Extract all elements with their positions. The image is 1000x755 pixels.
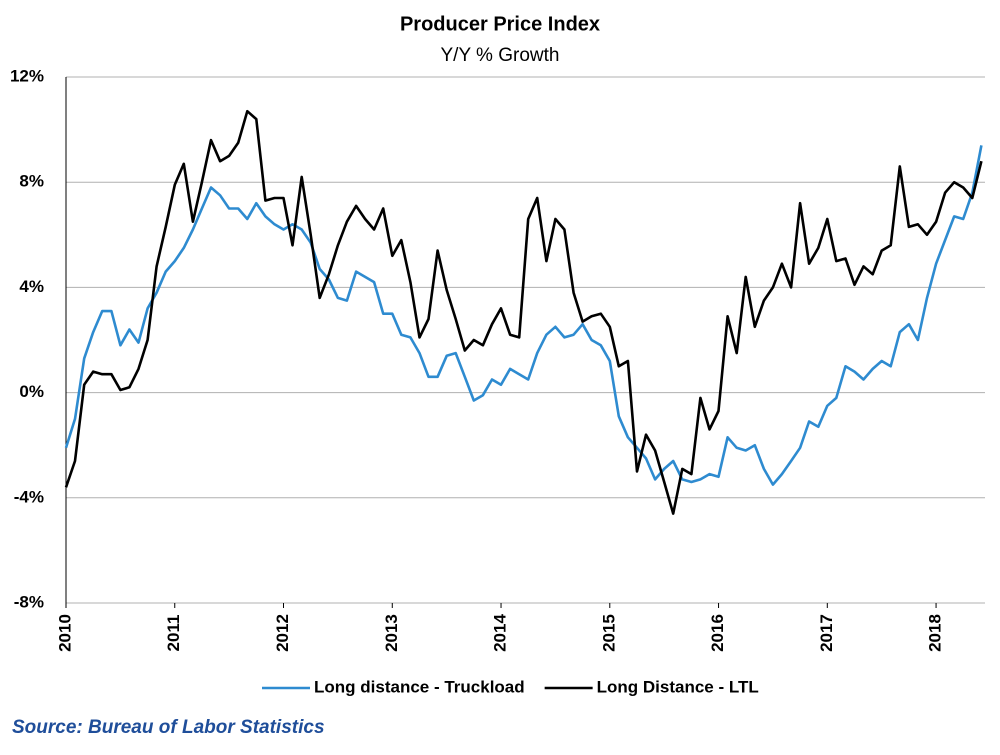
legend-label: Long distance - Truckload bbox=[314, 677, 525, 696]
chart-title: Producer Price Index bbox=[400, 13, 600, 35]
x-tick-label: 2012 bbox=[273, 614, 292, 652]
y-tick-label: 4% bbox=[19, 277, 44, 296]
legend-label: Long Distance - LTL bbox=[597, 677, 759, 696]
x-tick-label: 2016 bbox=[708, 614, 727, 652]
series-line bbox=[64, 109, 983, 515]
y-tick-label: 12% bbox=[10, 66, 44, 85]
x-tick-label: 2013 bbox=[382, 614, 401, 652]
x-tick-label: 2017 bbox=[817, 614, 836, 652]
x-tick-label: 2018 bbox=[926, 614, 945, 652]
x-tick-label: 2011 bbox=[164, 615, 183, 652]
source-note: Source: Bureau of Labor Statistics bbox=[12, 717, 325, 738]
y-tick-label: -8% bbox=[14, 592, 44, 611]
x-tick-label: 2010 bbox=[55, 614, 74, 652]
y-tick-label: 0% bbox=[19, 382, 44, 401]
series-line bbox=[64, 145, 983, 486]
chart-subtitle: Y/Y % Growth bbox=[441, 45, 560, 66]
y-tick-label: 8% bbox=[19, 172, 44, 191]
x-tick-label: 2014 bbox=[491, 614, 510, 652]
x-tick-label: 2015 bbox=[599, 614, 618, 652]
y-tick-label: -4% bbox=[14, 487, 44, 506]
